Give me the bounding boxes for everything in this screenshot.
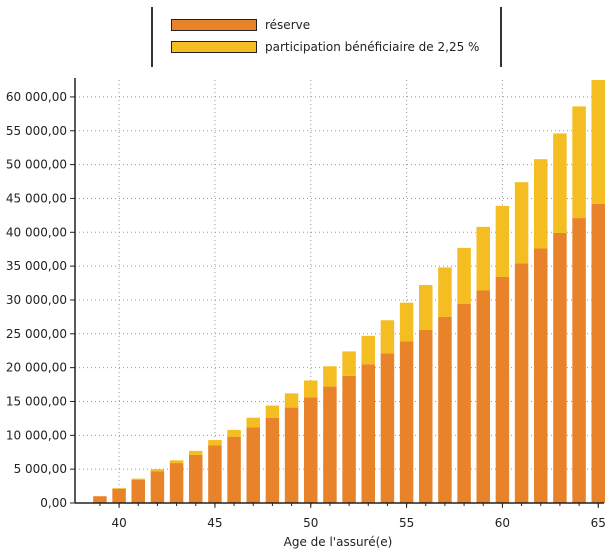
bar-participation bbox=[284, 393, 299, 408]
legend-label-reserve: réserve bbox=[265, 18, 311, 32]
bar-reserve bbox=[227, 436, 241, 503]
bar-reserve bbox=[457, 304, 471, 503]
bar-reserve bbox=[131, 479, 145, 503]
bar-reserve bbox=[93, 496, 107, 503]
bar-reserve bbox=[591, 203, 605, 503]
bar-participation bbox=[419, 285, 433, 330]
bar-participation bbox=[476, 226, 490, 291]
bar-participation bbox=[553, 133, 567, 233]
y-tick-label: 50 000,00 bbox=[6, 158, 67, 172]
y-tick-label: 10 000,00 bbox=[6, 428, 67, 442]
legend-item-participation: participation bénéficiaire de 2,25 % bbox=[171, 40, 479, 54]
bar-participation bbox=[323, 366, 337, 387]
legend-swatch-reserve bbox=[171, 19, 257, 31]
x-axis-title: Age de l'assuré(e) bbox=[284, 535, 393, 549]
y-tick-label: 20 000,00 bbox=[6, 361, 67, 375]
bar-participation bbox=[189, 450, 203, 455]
bar-reserve bbox=[112, 488, 126, 503]
x-tick-label: 45 bbox=[207, 516, 222, 530]
bar-reserve bbox=[438, 316, 452, 503]
y-tick-label: 60 000,00 bbox=[6, 90, 67, 104]
x-tick-label: 65 bbox=[591, 516, 605, 530]
y-tick-label: 35 000,00 bbox=[6, 259, 67, 273]
y-tick-label: 15 000,00 bbox=[6, 394, 67, 408]
bar-participation bbox=[265, 405, 280, 418]
bar-reserve bbox=[419, 329, 433, 503]
bar-reserve bbox=[476, 290, 490, 503]
axes bbox=[70, 78, 604, 508]
bar-reserve bbox=[361, 364, 375, 503]
bar-participation bbox=[208, 440, 222, 446]
bar-reserve bbox=[304, 397, 318, 503]
x-tick-label: 50 bbox=[303, 516, 318, 530]
bar-participation bbox=[304, 380, 318, 398]
bar-reserve bbox=[208, 445, 222, 503]
bar-reserve bbox=[246, 427, 260, 503]
bar-reserve bbox=[380, 353, 395, 503]
bar-reserve bbox=[150, 471, 165, 503]
bar-reserve bbox=[572, 218, 586, 503]
bars bbox=[93, 80, 605, 503]
x-tick-label: 60 bbox=[495, 516, 510, 530]
tick-labels: 0,00 5 000,00 10 000,00 15 000,00 20 000,00 2… bbox=[6, 90, 605, 530]
bar-participation bbox=[342, 351, 356, 376]
bar-participation bbox=[457, 247, 471, 305]
y-tick-label: 45 000,00 bbox=[6, 191, 67, 205]
bar-reserve bbox=[265, 417, 280, 503]
y-tick-label: 5 000,00 bbox=[14, 462, 67, 476]
bar-participation bbox=[438, 267, 452, 317]
legend-swatch-participation bbox=[171, 41, 257, 53]
bar-participation bbox=[361, 335, 375, 365]
bar-participation bbox=[112, 488, 126, 489]
x-tick-label: 55 bbox=[399, 516, 414, 530]
bar-reserve bbox=[553, 232, 567, 503]
bar-reserve bbox=[534, 248, 548, 503]
bar-participation bbox=[514, 182, 529, 264]
bar-reserve bbox=[495, 276, 510, 503]
bar-participation bbox=[150, 469, 165, 472]
legend: réserve participation bénéficiaire de 2,… bbox=[151, 7, 502, 67]
y-tick-label: 25 000,00 bbox=[6, 327, 67, 341]
y-tick-label: 30 000,00 bbox=[6, 293, 67, 307]
bar-reserve bbox=[399, 341, 414, 503]
legend-item-reserve: réserve bbox=[171, 18, 310, 32]
bar-reserve bbox=[514, 263, 529, 503]
bar-participation bbox=[495, 205, 510, 277]
bar-reserve bbox=[284, 407, 299, 503]
y-tick-label: 40 000,00 bbox=[6, 225, 67, 239]
bar-participation bbox=[591, 80, 605, 204]
bar-participation bbox=[246, 417, 260, 428]
y-tick-label: 55 000,00 bbox=[6, 124, 67, 138]
bar-participation bbox=[227, 429, 241, 437]
bar-reserve bbox=[169, 463, 184, 503]
bar-reserve bbox=[189, 454, 203, 503]
bar-participation bbox=[399, 302, 414, 342]
bar-participation bbox=[572, 106, 586, 219]
y-tick-label: 0,00 bbox=[40, 496, 67, 510]
bar-participation bbox=[131, 478, 145, 480]
bar-participation bbox=[534, 159, 548, 249]
bar-participation bbox=[169, 460, 184, 464]
bar-reserve bbox=[342, 375, 356, 503]
legend-label-participation: participation bénéficiaire de 2,25 % bbox=[265, 40, 480, 54]
bar-participation bbox=[380, 320, 395, 354]
x-tick-label: 40 bbox=[111, 516, 126, 530]
bar-reserve bbox=[323, 386, 337, 503]
